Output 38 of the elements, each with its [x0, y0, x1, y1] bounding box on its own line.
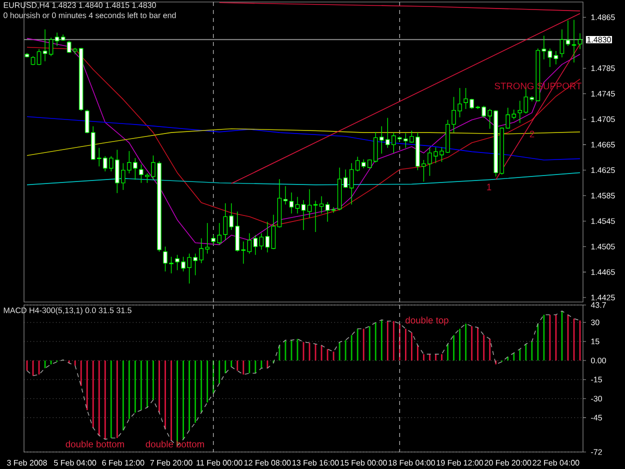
x-tick-label: 15 Feb 00:00 — [340, 460, 387, 466]
ref-line-label: 1.4830 — [587, 36, 611, 42]
x-tick-label: 6 Feb 12:00 — [102, 460, 144, 466]
x-tick-label: 19 Feb 12:00 — [436, 460, 484, 466]
y-tick-label: 1.4625 — [591, 167, 615, 173]
y-tick-label: 43.7 — [590, 302, 606, 308]
x-tick-label: 18 Feb 04:00 — [388, 460, 435, 466]
x-tick-label: 5 Feb 04:00 — [54, 460, 96, 466]
y-tick-label: -30 — [591, 396, 602, 402]
y-tick-label: 1.4745 — [591, 90, 615, 97]
y-tick-label: 1.4865 — [591, 14, 615, 20]
y-tick-label: 1.4705 — [591, 116, 615, 122]
y-tick-label: 30 — [591, 320, 600, 326]
y-tick-label: 0.00 — [591, 358, 606, 364]
y-tick-label: 1.4785 — [591, 65, 615, 72]
annotation: double top — [406, 316, 448, 326]
chart-title: EURUSD,H4 1.4823 1.4840 1.4815 1.4830 — [4, 2, 156, 9]
y-tick-label: -15 — [591, 376, 602, 382]
chart-title: MACD H4-300(5,13,1) 0.0 31.5 31.5 — [4, 307, 132, 315]
y-tick-label: -72 — [591, 449, 602, 455]
x-tick-label: 11 Feb 00:00 — [196, 460, 242, 466]
y-tick-label: 1.4585 — [591, 192, 615, 198]
x-tick-label: 13 Feb 16:00 — [292, 460, 339, 466]
annotation: 0 hoursish or 0 minutes 4 seconds left to bar end — [4, 12, 176, 18]
y-tick-label: 1.4425 — [591, 294, 615, 300]
x-tick-label: 22 Feb 04:00 — [532, 460, 580, 466]
y-tick-label: 15 — [591, 338, 600, 344]
y-tick-label: 1.4665 — [591, 142, 615, 148]
x-tick-label: 20 Feb 20:00 — [484, 460, 532, 466]
y-tick-label: 1.4505 — [591, 244, 615, 250]
y-tick-label: -45 — [591, 414, 602, 420]
y-tick-label: 1.4545 — [591, 218, 615, 224]
x-tick-label: 3 Feb 2008 — [7, 460, 47, 466]
annotation: 1 — [487, 184, 492, 190]
x-tick-label: 12 Feb 08:00 — [244, 460, 291, 466]
annotation: double bottom — [66, 440, 124, 448]
x-tick-label: 7 Feb 20:00 — [150, 460, 192, 466]
y-tick-label: 1.4465 — [591, 269, 615, 275]
